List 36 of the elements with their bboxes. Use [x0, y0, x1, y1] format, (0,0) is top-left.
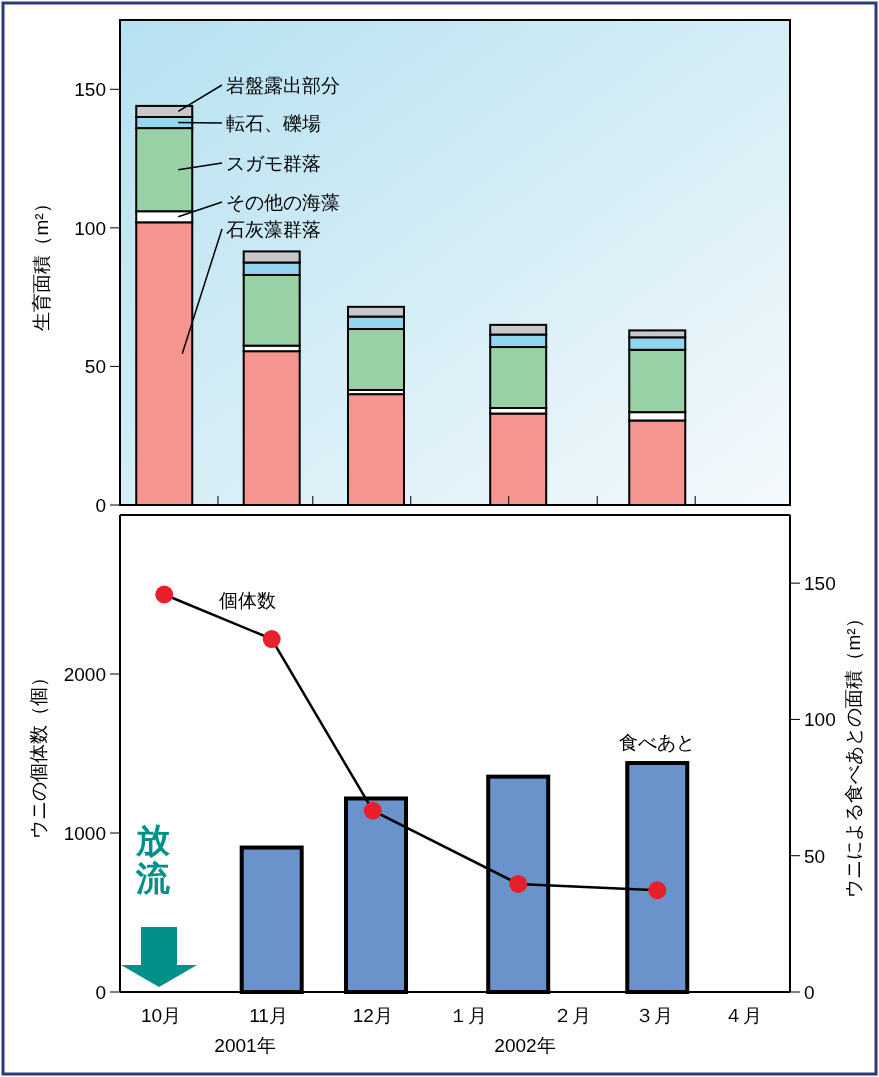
text: 2002年	[494, 1035, 556, 1056]
y-tick-label: 2000	[63, 664, 106, 685]
x-tick-label: ２月	[552, 1005, 591, 1026]
x-tick-label: 11月	[249, 1005, 288, 1026]
y2-axis-title: ウニによる食べあとの面積（m²）	[843, 609, 864, 898]
series-label: 石灰藻群落	[226, 219, 321, 240]
point	[155, 585, 174, 604]
y-axis-title: ウニの個体数（個）	[28, 668, 49, 839]
y-tick-label: 150	[74, 79, 106, 101]
point	[262, 630, 281, 649]
legend-label: スガモ群落	[226, 153, 321, 174]
y2-tick-label: 50	[804, 845, 826, 867]
annotation: 放流	[135, 821, 171, 897]
y-tick-label: 100	[74, 217, 106, 239]
x-tick-label: ４月	[723, 1005, 762, 1026]
series-label: 食べあと	[619, 732, 696, 754]
x-tick-label: ３月	[635, 1005, 674, 1026]
y-tick-label: 50	[84, 356, 106, 378]
point	[648, 881, 667, 900]
point	[509, 874, 528, 893]
y-tick-label: 0	[95, 982, 106, 1003]
y2-tick-label: 150	[804, 573, 836, 595]
y2-tick-label: 0	[804, 982, 815, 1003]
y-tick-label: 1000	[63, 823, 106, 844]
legend-label: 転石、礫場	[226, 113, 321, 134]
y-tick-label: 0	[95, 495, 106, 516]
y-axis-title: 生育面積（m²）	[31, 194, 52, 331]
text: 2001年	[214, 1035, 276, 1056]
series-label: 個体数	[219, 589, 277, 611]
y2-tick-label: 100	[804, 709, 836, 731]
x-tick-label: 12月	[352, 1005, 393, 1026]
legend-label: 岩盤露出部分	[226, 75, 340, 96]
x-tick-label: 10月	[141, 1005, 182, 1026]
legend-label: その他の海藻	[226, 192, 340, 213]
point	[363, 801, 382, 820]
x-tick-label: １月	[448, 1005, 487, 1026]
